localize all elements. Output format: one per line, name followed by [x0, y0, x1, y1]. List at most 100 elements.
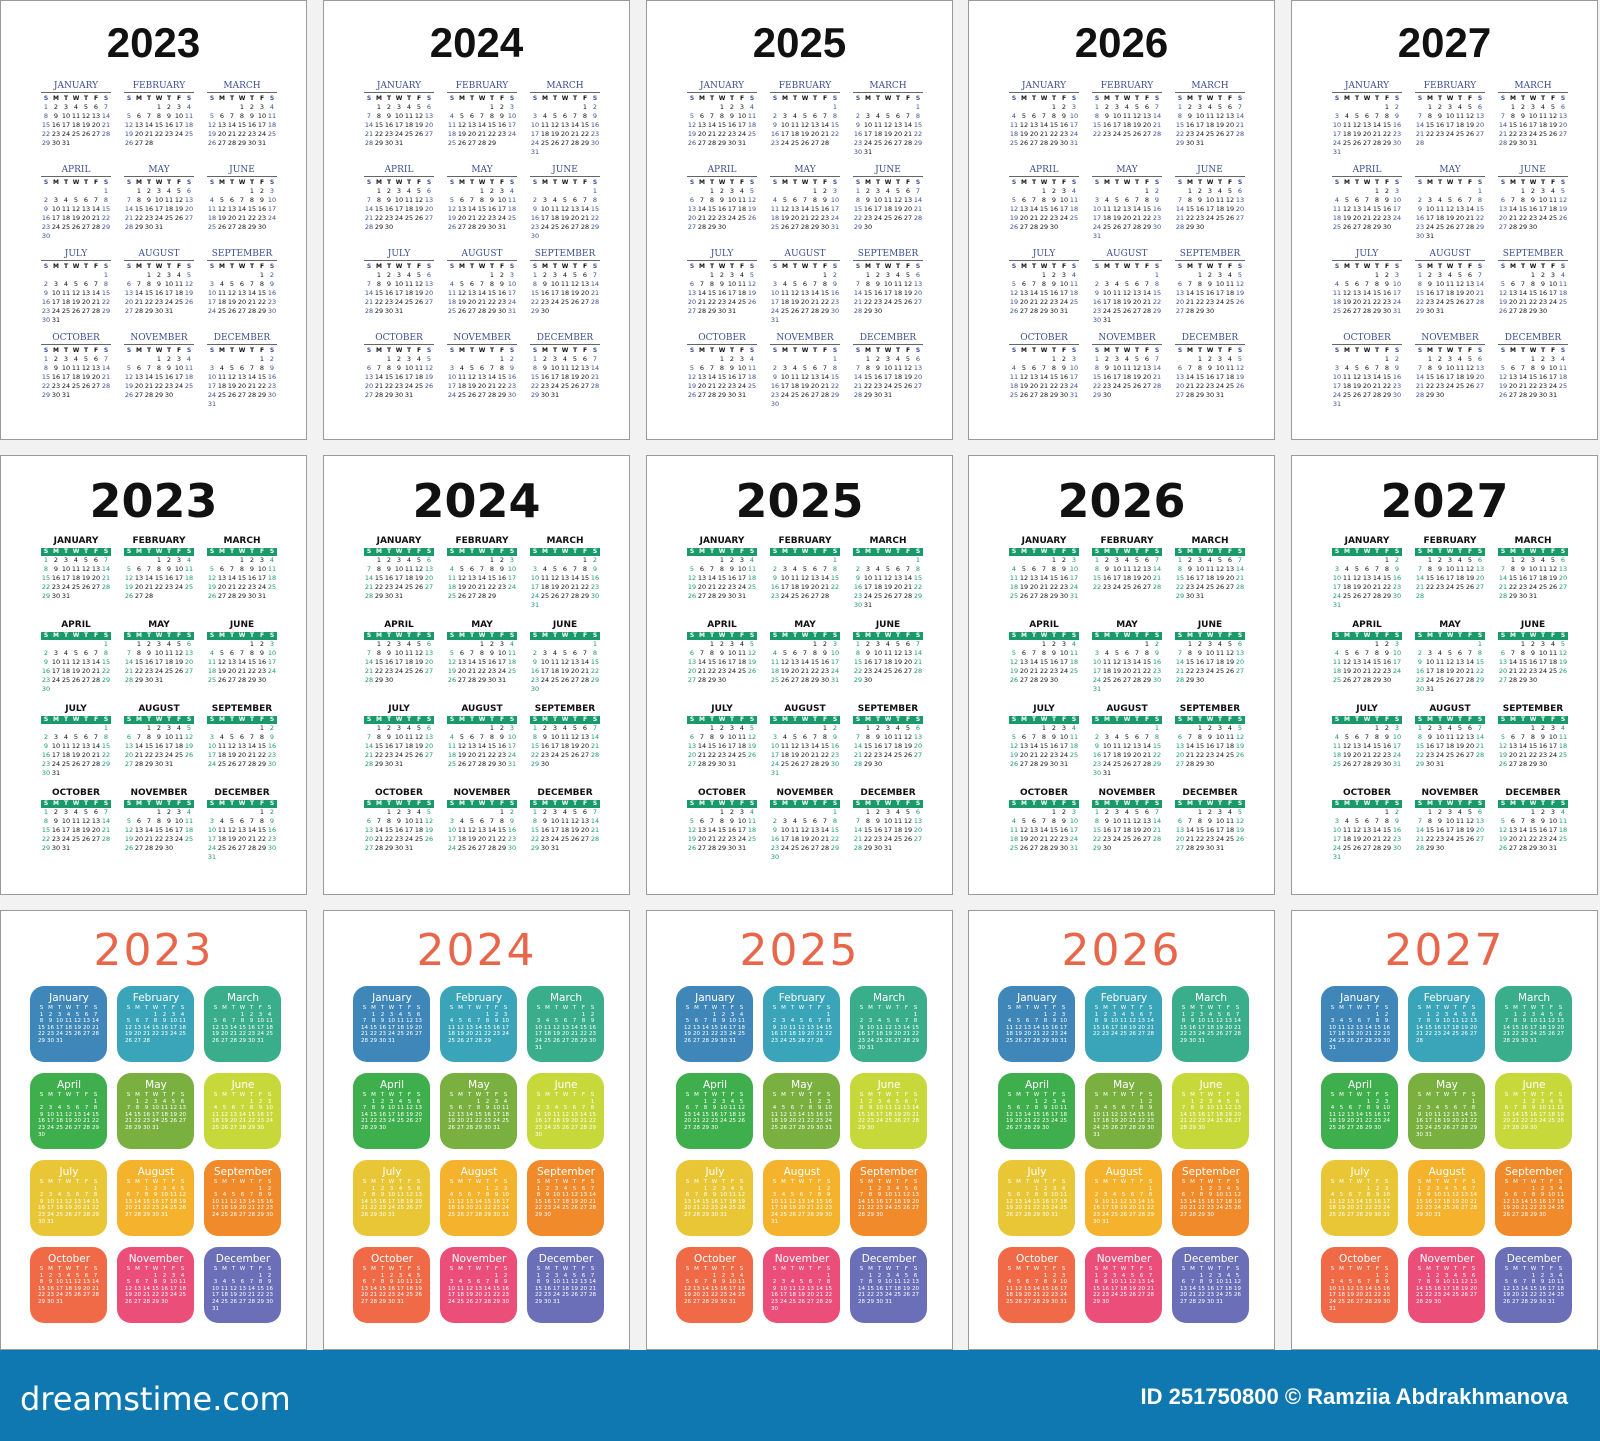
month-name: JULY: [1009, 249, 1079, 261]
day-cell: 29: [717, 139, 727, 147]
day-cell: 17: [1059, 289, 1069, 297]
day-cell: 9: [1417, 205, 1423, 213]
day-cell: 9: [53, 817, 59, 825]
day-cell: 27: [1225, 130, 1235, 138]
day-cell: 14: [247, 826, 257, 834]
day-cell: 21: [477, 130, 487, 138]
month-name: NOVEMBER: [1092, 333, 1162, 345]
day-cell: 17: [1205, 205, 1215, 213]
day-cell: 16: [507, 373, 517, 381]
day-cell: 24: [1528, 583, 1538, 591]
weekday-header: T: [707, 548, 717, 556]
day-cell: 20: [1142, 373, 1152, 381]
weekday-header: M: [374, 716, 384, 724]
day-cell: 3: [552, 271, 558, 279]
day-cell: 31: [770, 769, 780, 777]
day-cell: 8: [915, 112, 921, 120]
day-cell: 7: [1031, 733, 1037, 741]
day-grid: S M T W T F S 1 2 3 4 5 6 7 8 9 10 11 12 13 14 15 16 17 18 19 20 21…: [1175, 178, 1245, 232]
day-cell: 6: [1477, 355, 1483, 363]
day-cell: 25: [893, 751, 903, 759]
day-cell: 22: [1382, 583, 1392, 591]
day-cell: 25: [790, 844, 800, 852]
day-cell: 15: [154, 373, 164, 381]
day-cell: 10: [174, 817, 184, 825]
day-cell: 5: [459, 280, 465, 288]
day-cell: 30: [1205, 391, 1215, 399]
day-cell: 19: [1235, 289, 1245, 297]
weekday-header: W: [1040, 263, 1048, 270]
day-cell: 9: [53, 565, 59, 573]
day-cell: 3: [739, 556, 745, 564]
day-cell: 17: [164, 289, 174, 297]
calendar-card-2023: 2023 JANUARY S M T W T F S 1 2 3 4 5 6 7 8 9 10 11 12 13 14 15 1…: [0, 0, 307, 440]
day-cell: 25: [1112, 760, 1122, 768]
weekday-header: T: [1520, 347, 1526, 354]
day-cell: 22: [1049, 130, 1059, 138]
day-cell: 20: [1352, 214, 1362, 222]
weekday-header: T: [1031, 179, 1037, 186]
day-cell: 25: [1225, 751, 1235, 759]
day-cell: 19: [227, 751, 237, 759]
empty-cell: [853, 556, 863, 565]
day-cell: 6: [1134, 280, 1140, 288]
day-cell: 18: [217, 751, 227, 759]
day-cell: 7: [1467, 196, 1473, 204]
day-cell: 24: [1092, 223, 1102, 231]
day-grid: S M T W T F S 1 2 3 4 5 6 7 8 9 10 11 12 13 14 15 16 17 18 19 20 21…: [1332, 178, 1402, 232]
day-cell: 4: [219, 280, 225, 288]
weekday-header: T: [790, 800, 800, 808]
day-cell: 23: [1102, 835, 1112, 843]
day-cell: 4: [186, 808, 192, 816]
day-cell: 28: [590, 751, 600, 759]
day-cell: 27: [364, 844, 374, 852]
weekday-header: T: [727, 716, 737, 724]
day-cell: 29: [590, 223, 600, 231]
day-cell: 1: [1530, 355, 1536, 363]
day-cell: 1: [1374, 640, 1380, 648]
day-cell: 22: [1528, 298, 1538, 306]
day-cell: 19: [424, 826, 434, 834]
day-cell: 17: [447, 382, 457, 390]
day-cell: 21: [1415, 130, 1425, 138]
weekday-header: M: [1344, 95, 1350, 102]
empty-cell: [457, 187, 467, 196]
day-cell: 13: [1352, 658, 1362, 666]
day-cell: 26: [217, 223, 227, 231]
weekday-header: W: [1363, 179, 1371, 186]
weekday-header: W: [884, 95, 892, 102]
day-cell: 14: [477, 121, 487, 129]
day-cell: 27: [893, 592, 903, 600]
day-cell: 11: [1435, 205, 1445, 213]
day-cell: 22: [707, 751, 717, 759]
day-cell: 9: [1061, 364, 1067, 372]
day-cell: 14: [364, 121, 374, 129]
day-cell: 3: [729, 187, 735, 195]
day-cell: 31: [507, 760, 517, 768]
day-cell: 13: [1225, 565, 1235, 573]
weekday-header: M: [217, 800, 227, 808]
day-cell: 18: [507, 205, 517, 213]
day-cell: 21: [1362, 214, 1372, 222]
day-cell: 17: [737, 121, 747, 129]
day-cell: 18: [737, 289, 747, 297]
day-grid: S M T W T F S 1 2 3 4 5 6 7 8 9 10 11 12 13 14 15 16 17 18 19 20 21…: [687, 262, 757, 316]
day-cell: 20: [903, 658, 913, 666]
day-cell: 22: [247, 214, 257, 222]
day-cell: 18: [414, 826, 424, 834]
weekday-header: S: [1417, 347, 1423, 354]
weekday-header: T: [1538, 632, 1548, 640]
day-cell: 27: [81, 676, 91, 684]
day-cell: 26: [1342, 223, 1352, 231]
day-cell: 30: [1205, 307, 1215, 315]
month-block: FEBRUARY S M T W T F S 1 2 3 4 5 6 7 8 9 10 11 12 13 14 15 16 17…: [1092, 536, 1162, 592]
day-cell: 5: [1354, 364, 1360, 372]
day-cell: 13: [91, 817, 101, 825]
day-cell: 19: [1352, 583, 1362, 591]
day-cell: 9: [53, 364, 59, 372]
day-cell: 14: [1465, 205, 1475, 213]
day-cell: 16: [247, 574, 257, 582]
day-cell: 28: [590, 298, 600, 306]
weekday-header: S: [1237, 263, 1243, 270]
day-cell: 19: [903, 742, 913, 750]
